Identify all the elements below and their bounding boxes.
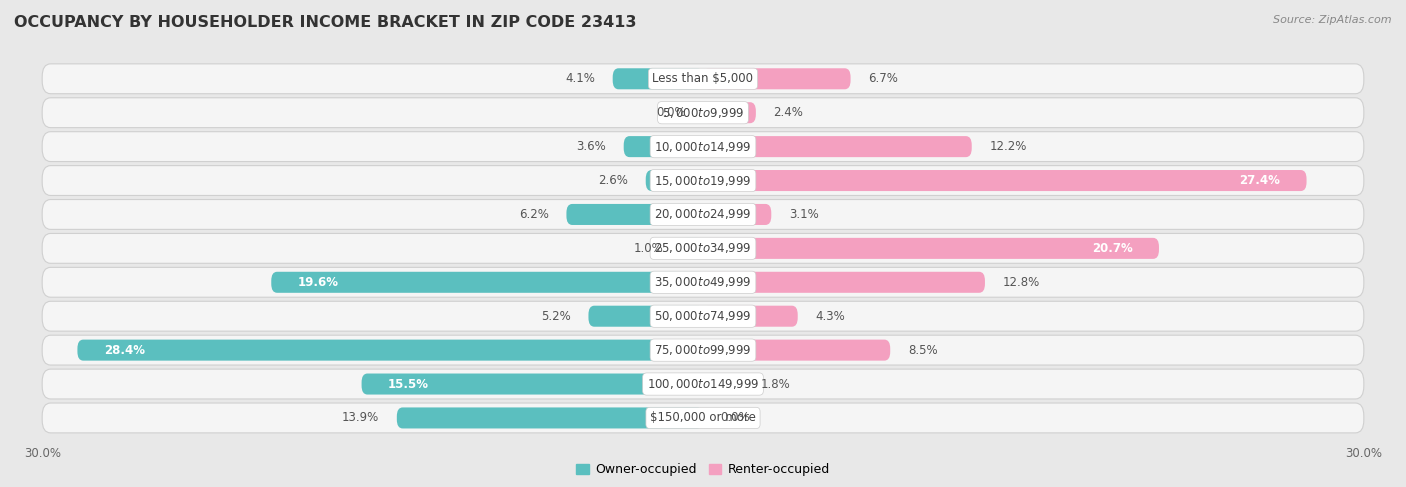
Text: 0.0%: 0.0% (655, 106, 685, 119)
FancyBboxPatch shape (703, 374, 742, 394)
Text: $5,000 to $9,999: $5,000 to $9,999 (662, 106, 744, 120)
FancyBboxPatch shape (42, 403, 1364, 433)
Legend: Owner-occupied, Renter-occupied: Owner-occupied, Renter-occupied (571, 458, 835, 482)
FancyBboxPatch shape (703, 68, 851, 89)
FancyBboxPatch shape (42, 131, 1364, 162)
Text: 5.2%: 5.2% (541, 310, 571, 323)
Text: 28.4%: 28.4% (104, 344, 145, 356)
Text: 13.9%: 13.9% (342, 412, 380, 425)
FancyBboxPatch shape (703, 339, 890, 361)
Text: 2.6%: 2.6% (598, 174, 628, 187)
Text: 4.1%: 4.1% (565, 72, 595, 85)
Text: $50,000 to $74,999: $50,000 to $74,999 (654, 309, 752, 323)
Text: Source: ZipAtlas.com: Source: ZipAtlas.com (1274, 15, 1392, 25)
Text: $15,000 to $19,999: $15,000 to $19,999 (654, 173, 752, 187)
FancyBboxPatch shape (703, 170, 1306, 191)
FancyBboxPatch shape (361, 374, 703, 394)
Text: $150,000 or more: $150,000 or more (650, 412, 756, 425)
Text: $35,000 to $49,999: $35,000 to $49,999 (654, 275, 752, 289)
Text: 6.2%: 6.2% (519, 208, 548, 221)
Text: 15.5%: 15.5% (388, 377, 429, 391)
FancyBboxPatch shape (42, 301, 1364, 331)
Text: 6.7%: 6.7% (868, 72, 898, 85)
Text: 3.6%: 3.6% (576, 140, 606, 153)
Text: 19.6%: 19.6% (298, 276, 339, 289)
FancyBboxPatch shape (589, 306, 703, 327)
FancyBboxPatch shape (624, 136, 703, 157)
FancyBboxPatch shape (703, 306, 797, 327)
FancyBboxPatch shape (42, 166, 1364, 195)
FancyBboxPatch shape (613, 68, 703, 89)
FancyBboxPatch shape (645, 170, 703, 191)
FancyBboxPatch shape (703, 204, 772, 225)
FancyBboxPatch shape (42, 64, 1364, 94)
FancyBboxPatch shape (42, 335, 1364, 365)
FancyBboxPatch shape (703, 238, 1159, 259)
FancyBboxPatch shape (77, 339, 703, 361)
Text: 1.8%: 1.8% (761, 377, 790, 391)
FancyBboxPatch shape (42, 200, 1364, 229)
Text: 4.3%: 4.3% (815, 310, 845, 323)
FancyBboxPatch shape (42, 267, 1364, 297)
FancyBboxPatch shape (42, 233, 1364, 263)
FancyBboxPatch shape (396, 408, 703, 429)
FancyBboxPatch shape (681, 238, 703, 259)
Text: $100,000 to $149,999: $100,000 to $149,999 (647, 377, 759, 391)
Text: $75,000 to $99,999: $75,000 to $99,999 (654, 343, 752, 357)
FancyBboxPatch shape (42, 369, 1364, 399)
Text: Less than $5,000: Less than $5,000 (652, 72, 754, 85)
Text: $25,000 to $34,999: $25,000 to $34,999 (654, 242, 752, 255)
Text: 3.1%: 3.1% (789, 208, 818, 221)
Text: 2.4%: 2.4% (773, 106, 803, 119)
Text: 27.4%: 27.4% (1239, 174, 1279, 187)
Text: 12.8%: 12.8% (1002, 276, 1040, 289)
Text: 20.7%: 20.7% (1092, 242, 1133, 255)
Text: 0.0%: 0.0% (721, 412, 751, 425)
FancyBboxPatch shape (703, 136, 972, 157)
Text: 1.0%: 1.0% (634, 242, 664, 255)
FancyBboxPatch shape (42, 98, 1364, 128)
Text: 8.5%: 8.5% (908, 344, 938, 356)
FancyBboxPatch shape (271, 272, 703, 293)
Text: $20,000 to $24,999: $20,000 to $24,999 (654, 207, 752, 222)
FancyBboxPatch shape (703, 272, 986, 293)
Text: $10,000 to $14,999: $10,000 to $14,999 (654, 140, 752, 153)
Text: OCCUPANCY BY HOUSEHOLDER INCOME BRACKET IN ZIP CODE 23413: OCCUPANCY BY HOUSEHOLDER INCOME BRACKET … (14, 15, 637, 30)
FancyBboxPatch shape (703, 102, 756, 123)
Text: 12.2%: 12.2% (990, 140, 1026, 153)
FancyBboxPatch shape (567, 204, 703, 225)
